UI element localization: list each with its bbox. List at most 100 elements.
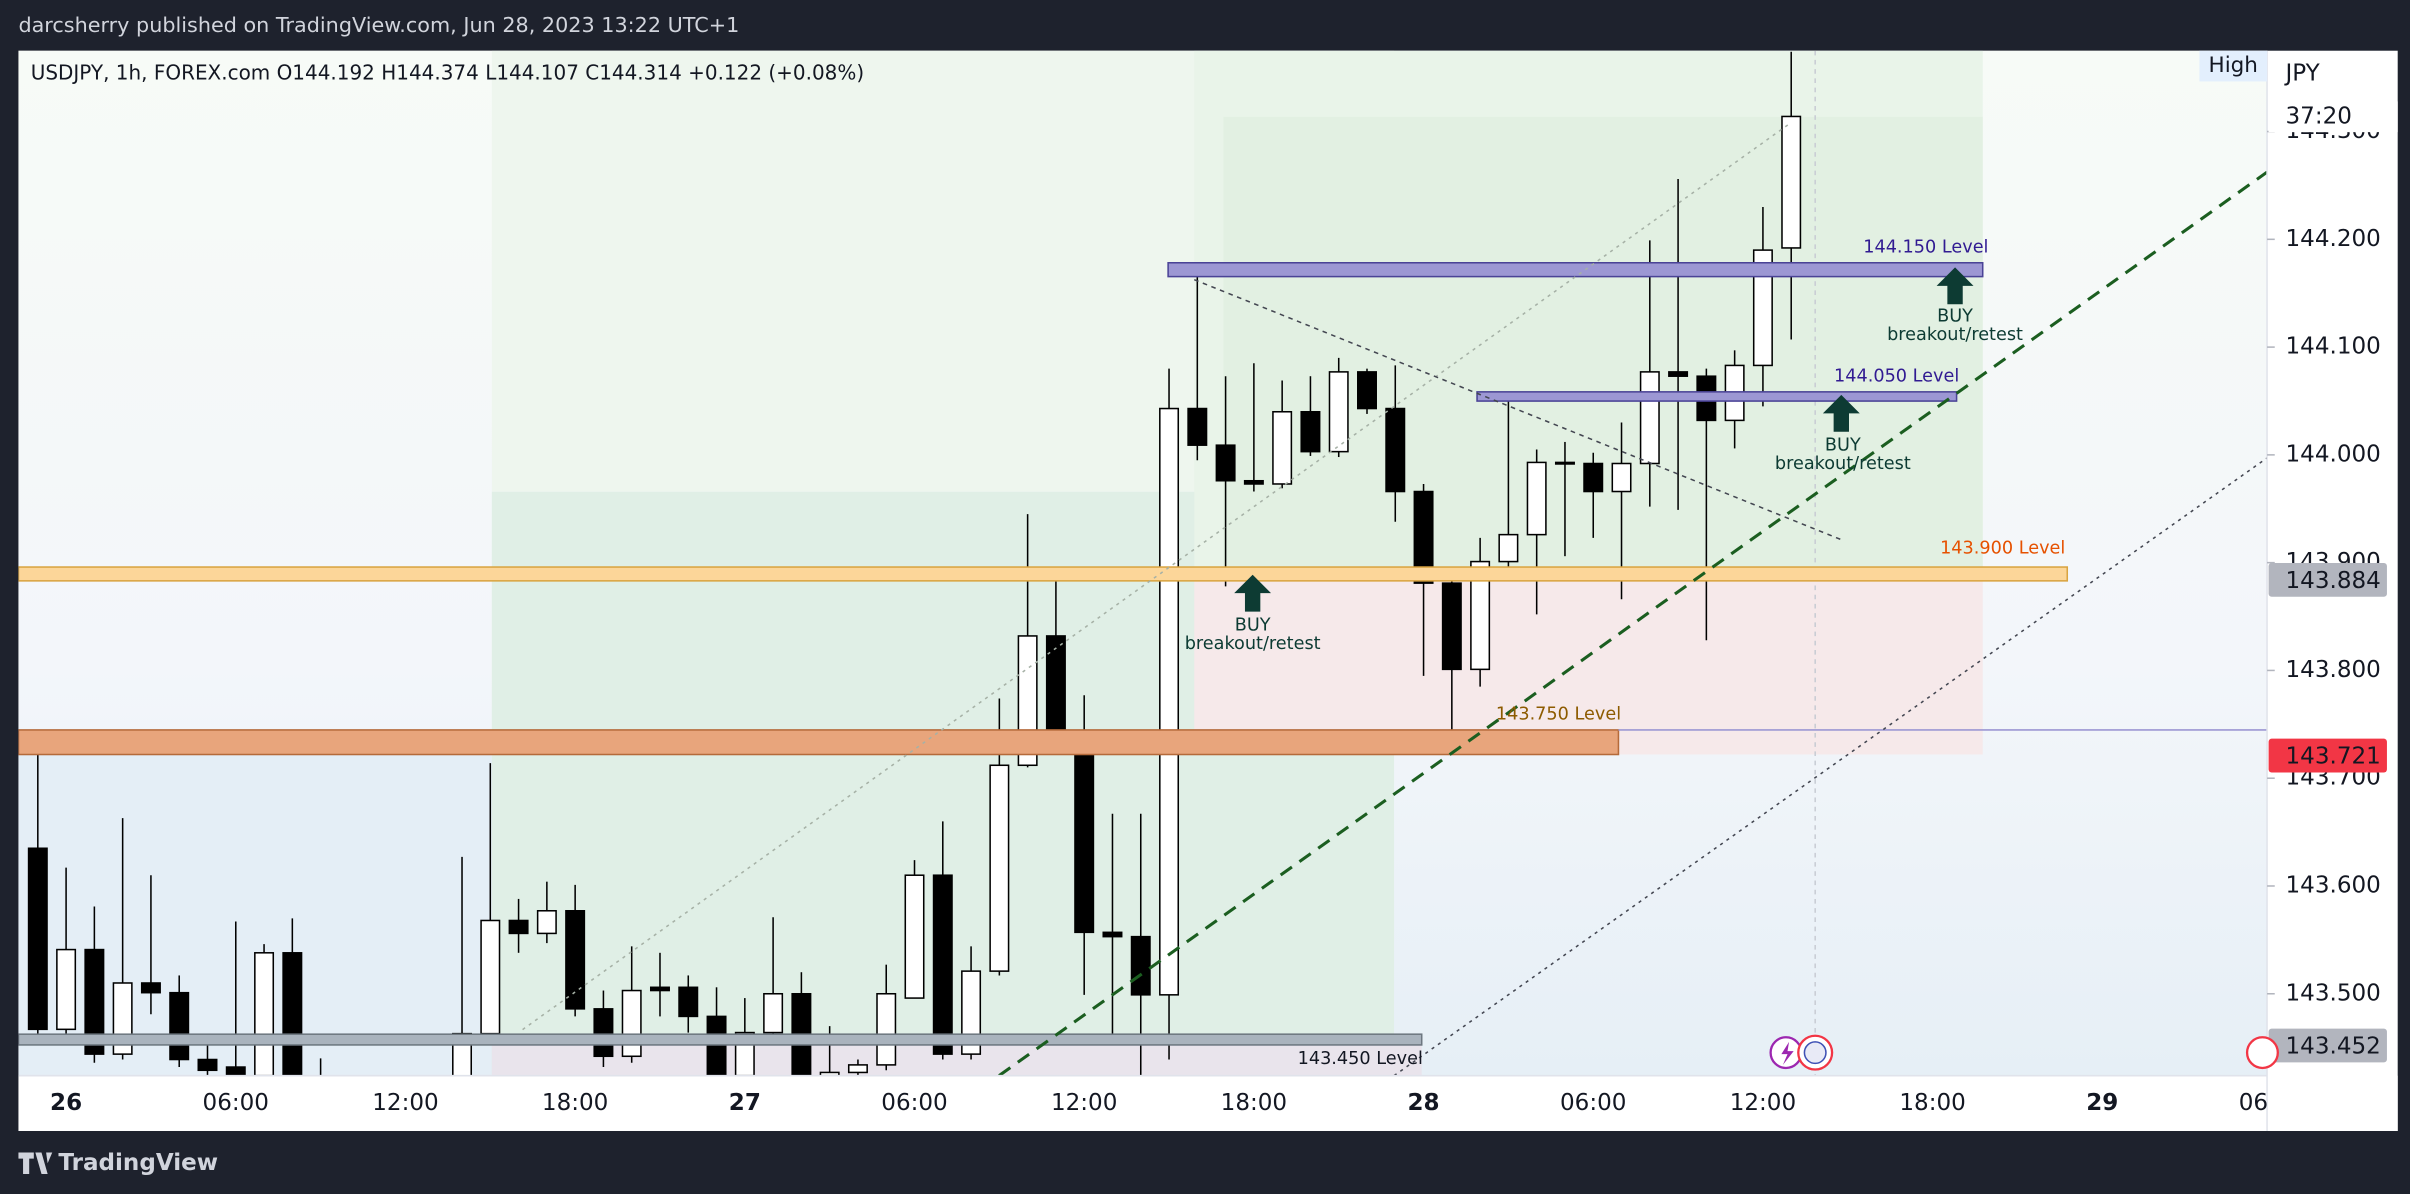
badge-bg [2199,50,2268,82]
zone-143900 [18,566,2069,582]
candle-body [225,1066,246,1076]
candle-body [961,970,982,1055]
zone-144050 [1476,391,1958,402]
level-label: 144.050 Level [1834,366,1959,386]
level-label: 144.150 Level [1863,237,1988,257]
candle-body [480,919,501,1035]
candle-body [536,910,557,935]
level-label: 143.450 Level [1298,1049,1423,1069]
background-shading [18,50,2268,1076]
zone-143450 [18,1033,1423,1046]
trendline [998,170,2268,1076]
x-tick-label: 06:00 [1560,1090,1626,1116]
symbol-legend: USDJPY, 1h, FOREX.com O144.192 H144.374 … [31,60,864,84]
candle-body [763,992,784,1034]
candle-body [1526,461,1547,536]
candle-body [565,910,586,1010]
price-axis: 143.500143.600143.700143.800143.900144.0… [2267,101,2398,1063]
candle-body [847,1064,868,1074]
price-marker-label: 143.721 [2286,744,2381,770]
candle-body [56,948,77,1031]
zone-144150 [1167,262,1984,278]
x-tick-label: 27 [729,1090,761,1116]
signal-note: breakout/retest [1775,454,1911,474]
candle-body [27,847,48,1031]
candle-body [706,1015,727,1076]
y-tick-label: 144.100 [2286,334,2381,360]
candle-body [140,982,161,994]
logo [18,1152,53,1175]
x-tick-label: 06:00 [203,1090,269,1116]
shade [1194,580,1983,755]
countdown-bg [2268,101,2398,133]
x-tick-label: 12:00 [1730,1090,1796,1116]
shade [1223,116,1983,581]
signal-label: BUY [1235,615,1271,635]
candle-body [1300,410,1321,453]
y-tick-label: 143.500 [2286,980,2381,1006]
countdown: 37:20 [2286,103,2352,129]
candle-body [593,1008,614,1058]
publish-header: darcsherry published on TradingView.com,… [18,13,739,37]
candles [27,51,1802,1076]
candle-body [254,952,275,1076]
signal-note: breakout/retest [1185,634,1321,654]
high-badge: High [2209,53,2258,78]
price-marker-label: 143.452 [2286,1034,2381,1060]
candle-body [1328,371,1349,453]
price-marker [2268,562,2387,597]
trendline [1193,278,1845,542]
y-tick-label: 143.600 [2286,872,2381,898]
flag-icon [1803,1041,1827,1065]
candle-body [1074,733,1095,934]
candle-body [1357,371,1377,410]
event-icon[interactable] [2245,1036,2279,1070]
candle-body [1668,371,1689,377]
candle-body [649,986,670,992]
currency-label: JPY [2284,60,2321,86]
candle-body [1413,490,1434,584]
candle-body [1102,931,1123,938]
candle-body [508,919,529,935]
trendline [1393,457,2268,1076]
candle-body [1130,935,1151,996]
y-tick-label: 144.000 [2286,441,2381,467]
candle-body [1639,371,1660,465]
candle-body [1498,533,1519,563]
candle-body [932,874,953,1055]
price-marker [2268,738,2387,773]
candle-body [1441,582,1462,671]
axis-corner [2268,1075,2398,1131]
candle-body [1385,407,1406,493]
candle-body [1187,407,1208,446]
candle-body [621,989,642,1058]
x-tick-label: 18:00 [1221,1090,1287,1116]
time-axis: 26 06:00 12:00 18:00 27 06:00 12:00 18:00 28 06:0… [50,1090,2305,1116]
event-icon-glyph [1781,1041,1794,1065]
signal-label: BUY [1825,436,1861,456]
x-tick-label: 12:00 [1051,1090,1117,1116]
footer-brand: TradingView [58,1150,218,1176]
candle-body [1272,410,1293,485]
price-marker [2268,1028,2387,1063]
candle-body [1159,407,1180,996]
candle-body [678,986,699,1018]
candle-body [1611,462,1632,493]
buy-arrow [1822,394,1860,432]
trendline [522,122,1792,1031]
signal-note: breakout/retest [1887,325,2023,345]
candle-body [1243,479,1264,485]
candle-body [1554,461,1575,465]
y-tick-label: 144.200 [2286,226,2381,252]
shade [491,1041,1422,1076]
level-label: 143.900 Level [1940,539,2065,559]
candle-body [1470,560,1491,671]
candle-body [282,952,303,1076]
candle-body [1215,444,1236,482]
x-tick-label: 12:00 [372,1090,438,1116]
zone-143750 [18,729,1620,756]
candle-body [904,874,925,999]
candle-body [1045,635,1066,735]
